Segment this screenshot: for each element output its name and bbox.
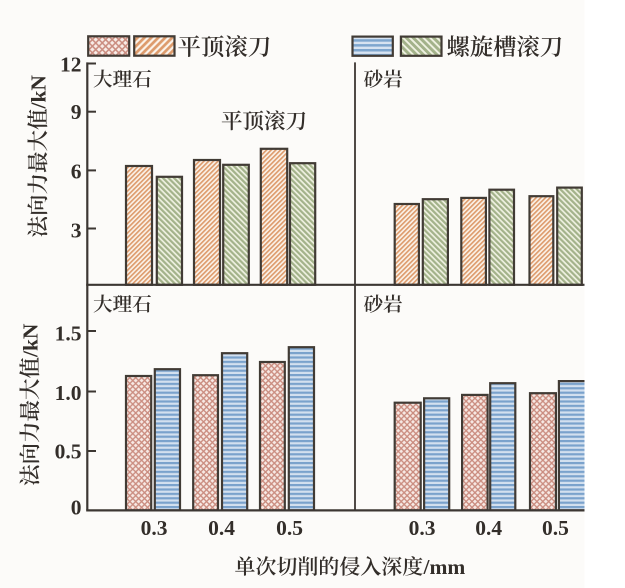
svg-text:1.0: 1.0 <box>55 381 82 405</box>
svg-text:0.3: 0.3 <box>141 516 168 540</box>
svg-text:0.3: 0.3 <box>409 516 436 540</box>
svg-text:/kN: /kN <box>27 75 51 110</box>
svg-text:0.5: 0.5 <box>542 516 569 540</box>
svg-text:/mm: /mm <box>423 555 466 579</box>
svg-text:9: 9 <box>71 100 82 124</box>
svg-text:0.5: 0.5 <box>55 439 82 463</box>
svg-text:/kN: /kN <box>19 323 43 358</box>
svg-text:0.5: 0.5 <box>276 516 303 540</box>
svg-text:12: 12 <box>60 52 82 76</box>
svg-text:0: 0 <box>71 495 82 519</box>
svg-text:1.5: 1.5 <box>55 321 82 345</box>
svg-text:3: 3 <box>71 218 82 242</box>
svg-text:0.4: 0.4 <box>208 516 235 540</box>
svg-text:6: 6 <box>71 159 82 183</box>
svg-text:0.4: 0.4 <box>475 516 502 540</box>
